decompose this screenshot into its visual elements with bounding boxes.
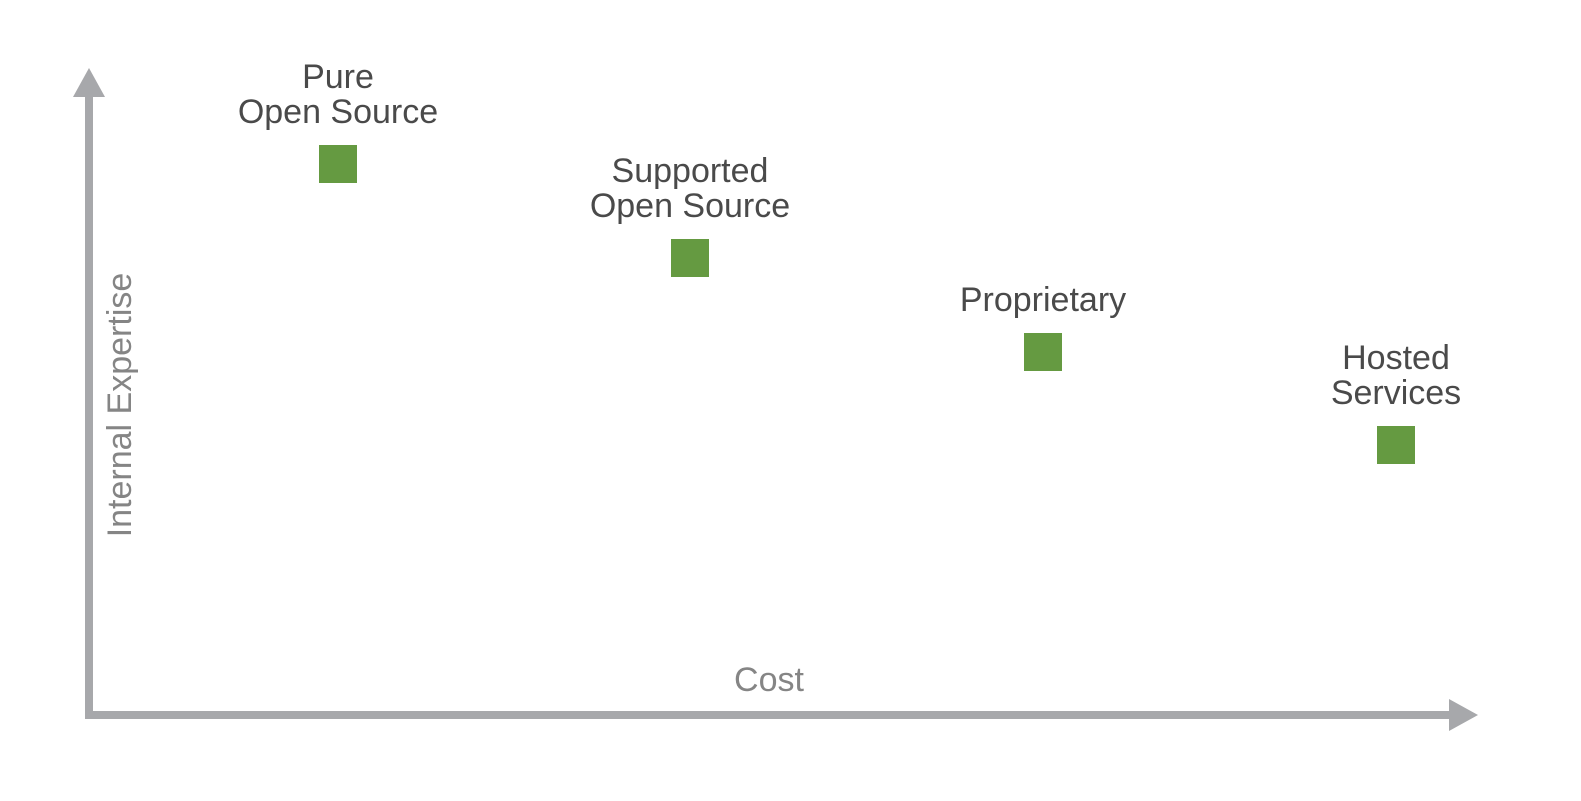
node-square — [671, 239, 709, 277]
y-axis-arrow — [73, 68, 105, 97]
node-square — [1024, 333, 1062, 371]
node-label: Pure — [302, 58, 374, 96]
node-label: Hosted — [1342, 339, 1450, 377]
node-square — [1377, 426, 1415, 464]
node-label: Open Source — [590, 187, 790, 225]
node-square — [319, 145, 357, 183]
node-label: Open Source — [238, 93, 438, 131]
x-axis-label: Cost — [734, 661, 804, 699]
y-axis-label: Internal Expertise — [101, 273, 139, 538]
x-axis-arrow — [1449, 699, 1478, 731]
node-label: Services — [1331, 374, 1461, 412]
node-label: Supported — [612, 152, 769, 190]
node-label: Proprietary — [960, 281, 1126, 319]
